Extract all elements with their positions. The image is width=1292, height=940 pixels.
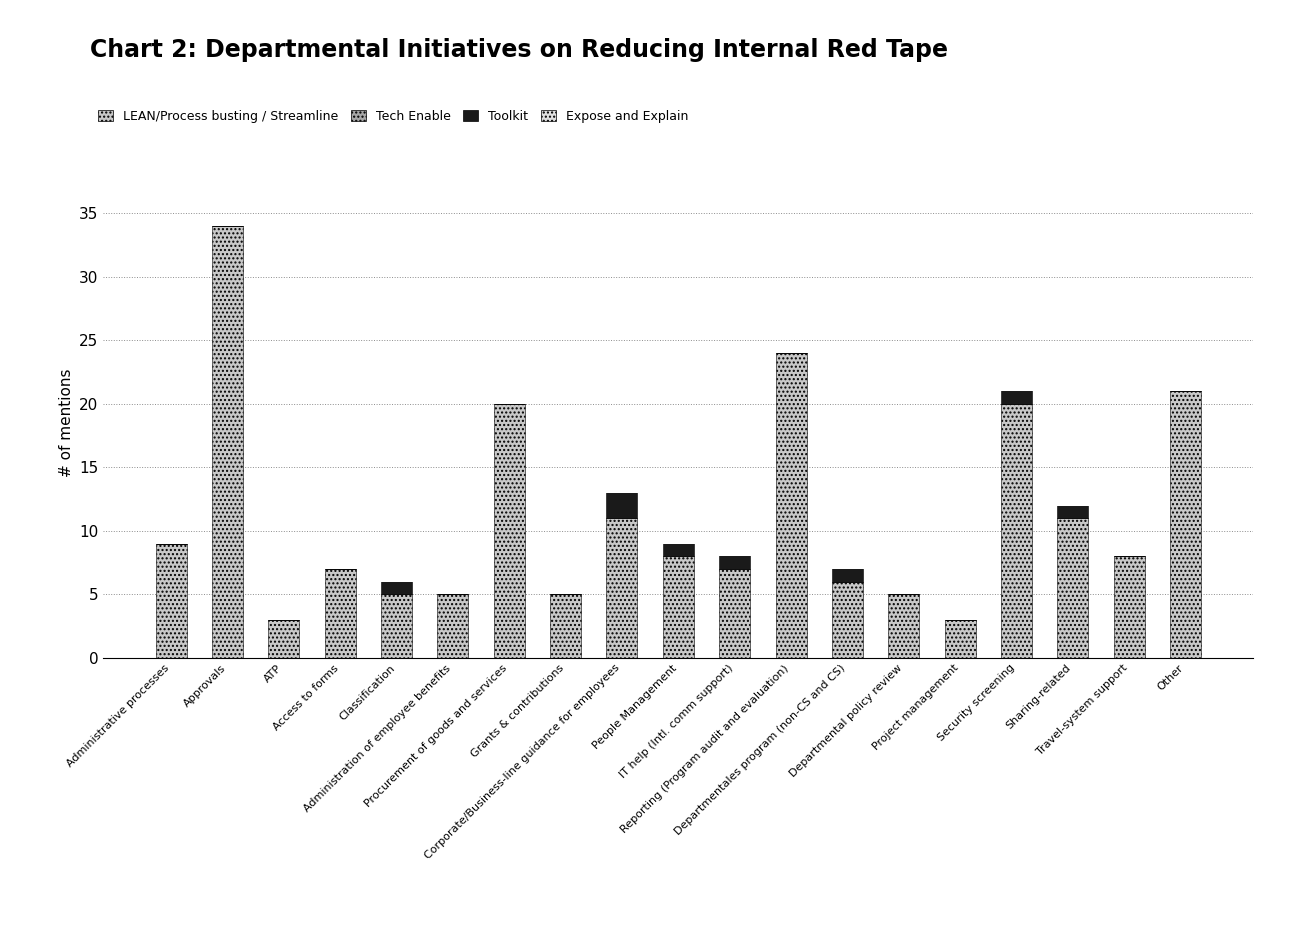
Bar <box>212 227 243 658</box>
Bar <box>606 493 637 518</box>
Bar <box>494 404 525 658</box>
Bar <box>832 582 863 658</box>
Bar <box>775 353 806 658</box>
Bar <box>269 619 300 658</box>
Bar <box>720 569 751 658</box>
Bar <box>944 619 975 658</box>
Y-axis label: # of mentions: # of mentions <box>58 368 74 478</box>
Text: Chart 2: Departmental Initiatives on Reducing Internal Red Tape: Chart 2: Departmental Initiatives on Red… <box>90 38 948 62</box>
Bar <box>550 594 581 658</box>
Legend: LEAN/Process busting / Streamline, Tech Enable, Toolkit, Expose and Explain: LEAN/Process busting / Streamline, Tech … <box>98 110 689 122</box>
Bar <box>1057 518 1088 658</box>
Bar <box>381 582 412 594</box>
Bar <box>720 556 751 569</box>
Bar <box>663 556 694 658</box>
Bar <box>888 594 919 658</box>
Bar <box>324 569 355 658</box>
Bar <box>155 543 186 658</box>
Bar <box>1171 391 1202 658</box>
Bar <box>1057 506 1088 518</box>
Bar <box>381 594 412 658</box>
Bar <box>663 543 694 556</box>
Bar <box>438 594 469 658</box>
Bar <box>1001 391 1032 404</box>
Bar <box>832 569 863 582</box>
Bar <box>1001 404 1032 658</box>
Bar <box>1114 556 1145 658</box>
Bar <box>606 518 637 658</box>
